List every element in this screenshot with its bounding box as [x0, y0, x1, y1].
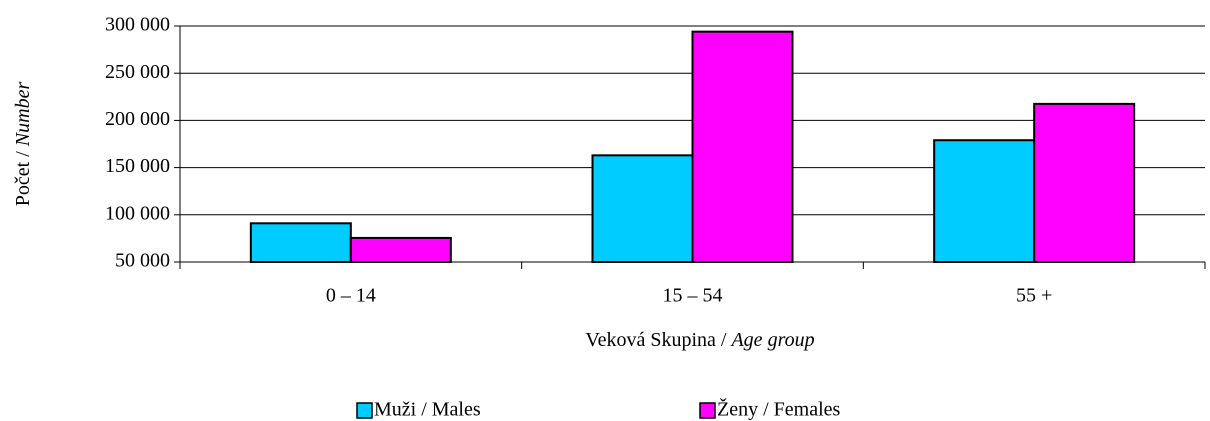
- bar: [933, 139, 1036, 263]
- bar: [1033, 102, 1136, 263]
- bar: [249, 222, 352, 264]
- y-axis-title-main: Počet /: [12, 146, 34, 206]
- y-axis-title: Počet / Number: [12, 82, 34, 207]
- x-axis-title: Veková Skupina / Age group: [585, 329, 814, 351]
- x-axis-title-en: Age group: [729, 329, 814, 351]
- y-tick-label: 50 000: [115, 250, 170, 272]
- y-axis-title-en: Number: [12, 82, 34, 148]
- y-tick-label: 200 000: [105, 108, 170, 130]
- x-tick-label: 15 – 54: [663, 285, 723, 307]
- bar: [349, 236, 452, 263]
- bar: [691, 30, 794, 263]
- bar: [591, 154, 694, 263]
- x-tick-label: 0 – 14: [326, 285, 376, 307]
- x-axis-title-main: Veková Skupina /: [585, 329, 731, 351]
- y-tick-label: 100 000: [105, 202, 170, 224]
- legend-swatch: [356, 402, 373, 419]
- legend-label: Ženy / Females: [717, 398, 841, 421]
- y-tick-label: 300 000: [105, 14, 170, 36]
- y-tick-label: 250 000: [105, 61, 170, 83]
- legend-label: Muži / Males: [374, 399, 481, 421]
- y-tick-label: 150 000: [105, 155, 170, 177]
- x-tick-label: 55 +: [1016, 285, 1052, 307]
- legend-swatch: [699, 402, 716, 419]
